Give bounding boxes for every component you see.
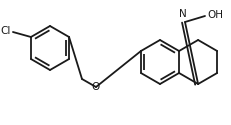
- Text: N: N: [178, 9, 186, 19]
- Text: OH: OH: [206, 10, 222, 20]
- Text: O: O: [91, 82, 100, 92]
- Text: Cl: Cl: [0, 26, 11, 36]
